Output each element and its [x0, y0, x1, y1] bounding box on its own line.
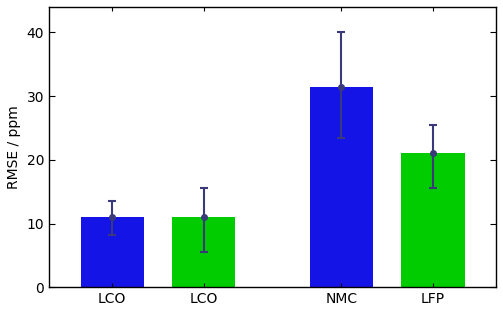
- Bar: [310, 87, 373, 287]
- Bar: [401, 153, 465, 287]
- Bar: [172, 217, 235, 287]
- Bar: [80, 217, 143, 287]
- Y-axis label: RMSE / ppm: RMSE / ppm: [7, 105, 21, 189]
